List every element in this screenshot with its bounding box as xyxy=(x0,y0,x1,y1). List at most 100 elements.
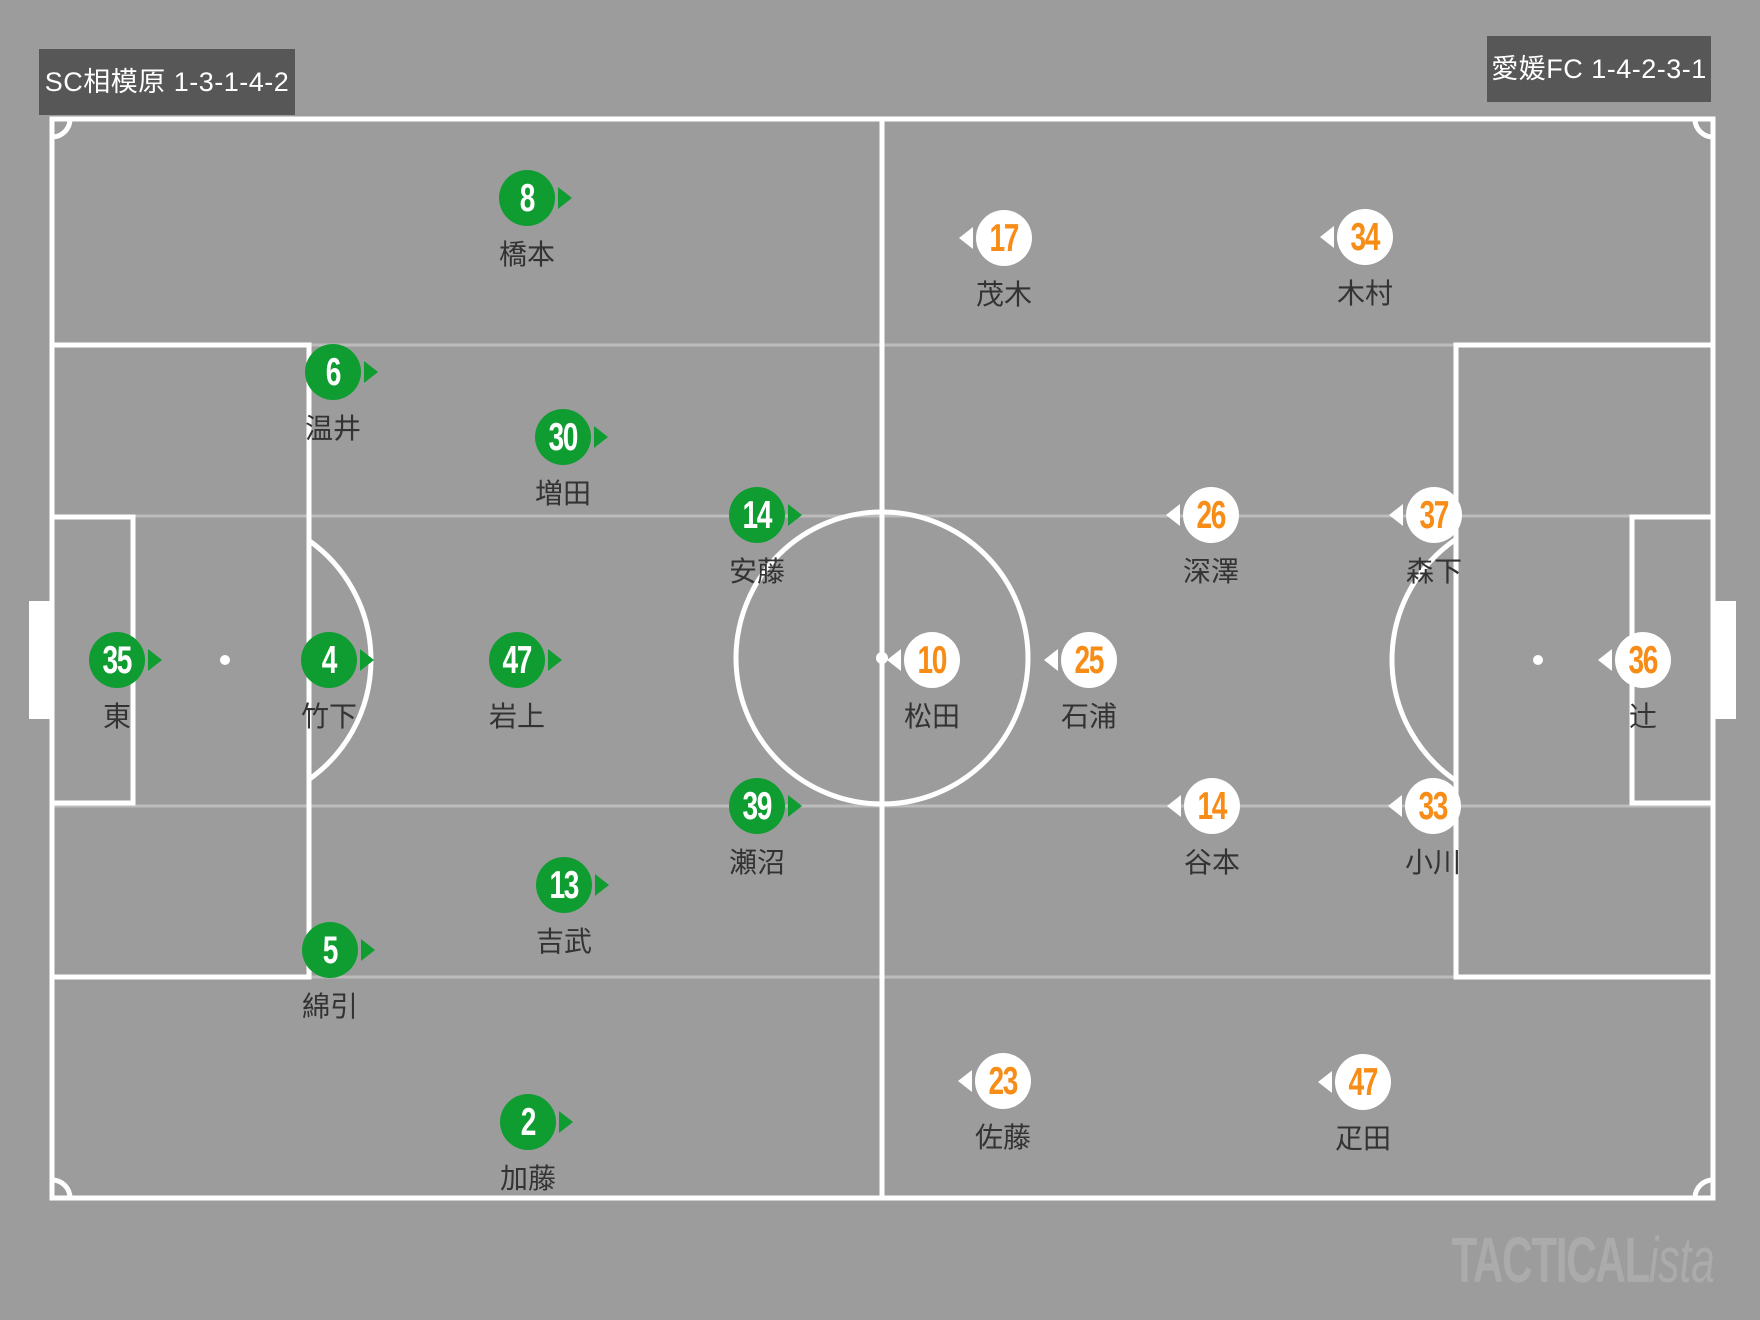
arrow-right-icon xyxy=(548,649,562,671)
arrow-left-icon xyxy=(1044,649,1058,671)
corner-arc-top-left xyxy=(51,118,73,140)
player-name: 茂木 xyxy=(975,279,1033,310)
player-marker-home-13[interactable]: 13 xyxy=(536,857,609,913)
player-name: 石浦 xyxy=(1060,701,1118,732)
player-name: 加藤 xyxy=(499,1163,557,1194)
player-name: 佐藤 xyxy=(974,1122,1032,1153)
player-marker-home-14[interactable]: 14 xyxy=(729,487,802,543)
arrow-left-icon xyxy=(1598,649,1612,671)
player-number: 17 xyxy=(989,216,1020,260)
arrow-left-icon xyxy=(1320,226,1334,248)
player-name: 安藤 xyxy=(728,556,786,587)
watermark-italic: ista xyxy=(1649,1224,1715,1296)
player-marker-home-39[interactable]: 39 xyxy=(729,778,802,834)
arrow-left-icon xyxy=(958,1070,972,1092)
player-marker-away-17[interactable]: 17 xyxy=(959,210,1032,266)
player-name: 松田 xyxy=(903,701,961,732)
player-number: 13 xyxy=(549,863,580,907)
player-name: 谷本 xyxy=(1183,847,1241,878)
player-marker-home-47[interactable]: 47 xyxy=(489,632,562,688)
player-marker-home-8[interactable]: 8 xyxy=(499,170,572,226)
player-marker-away-26[interactable]: 26 xyxy=(1166,487,1239,543)
arrow-left-icon xyxy=(1318,1071,1332,1093)
arrow-left-icon xyxy=(887,649,901,671)
player-marker-home-4[interactable]: 4 xyxy=(301,632,374,688)
arrow-left-icon xyxy=(959,227,973,249)
player-name: 温井 xyxy=(304,413,362,444)
goal-left xyxy=(29,601,52,719)
player-number: 23 xyxy=(988,1059,1019,1103)
arrow-right-icon xyxy=(360,649,374,671)
player-name: 木村 xyxy=(1336,278,1394,309)
player-number: 47 xyxy=(502,638,533,682)
player-name: 瀬沼 xyxy=(728,847,786,878)
player-number: 14 xyxy=(742,493,773,537)
player-name: 森下 xyxy=(1405,556,1463,587)
arrow-left-icon xyxy=(1167,795,1181,817)
player-marker-home-35[interactable]: 35 xyxy=(89,632,162,688)
player-name: 吉武 xyxy=(535,926,593,957)
player-number: 33 xyxy=(1418,784,1449,828)
player-number: 26 xyxy=(1196,493,1227,537)
player-marker-home-6[interactable]: 6 xyxy=(305,344,378,400)
player-number: 36 xyxy=(1628,638,1659,682)
player-number: 34 xyxy=(1350,215,1381,259)
player-marker-away-25[interactable]: 25 xyxy=(1044,632,1117,688)
watermark-bold: TACTICAL xyxy=(1451,1224,1651,1296)
player-number: 6 xyxy=(325,350,342,394)
arrow-left-icon xyxy=(1389,504,1403,526)
goal-right xyxy=(1713,601,1736,719)
player-name: 疋田 xyxy=(1334,1123,1392,1154)
player-number: 35 xyxy=(102,638,133,682)
pitch-spots xyxy=(220,652,1543,665)
player-name: 深澤 xyxy=(1182,556,1240,587)
player-marker-home-30[interactable]: 30 xyxy=(535,409,608,465)
player-number: 2 xyxy=(520,1100,537,1144)
player-marker-away-10[interactable]: 10 xyxy=(887,632,960,688)
player-marker-home-5[interactable]: 5 xyxy=(302,922,375,978)
player-number: 5 xyxy=(322,928,339,972)
player-marker-home-2[interactable]: 2 xyxy=(500,1094,573,1150)
team-label-home[interactable]: SC相模原 1-3-1-4-2 xyxy=(39,49,295,115)
arrow-left-icon xyxy=(1166,504,1180,526)
player-name: 辻 xyxy=(1628,701,1658,732)
player-number: 25 xyxy=(1074,638,1105,682)
player-marker-away-37[interactable]: 37 xyxy=(1389,487,1462,543)
player-number: 30 xyxy=(548,415,579,459)
arrow-right-icon xyxy=(558,187,572,209)
penalty-spot-left xyxy=(220,655,230,665)
arrow-right-icon xyxy=(559,1111,573,1133)
player-name: 綿引 xyxy=(301,991,359,1022)
player-name: 小川 xyxy=(1404,847,1462,878)
player-number: 10 xyxy=(917,638,948,682)
player-marker-away-34[interactable]: 34 xyxy=(1320,209,1393,265)
corner-arc-top-right xyxy=(1692,118,1714,140)
arrow-right-icon xyxy=(594,426,608,448)
player-marker-away-33[interactable]: 33 xyxy=(1388,778,1461,834)
team-label-away[interactable]: 愛媛FC 1-4-2-3-1 xyxy=(1487,36,1711,102)
player-name: 岩上 xyxy=(488,701,546,732)
corner-arc-bottom-right xyxy=(1692,1177,1714,1199)
player-number: 39 xyxy=(742,784,773,828)
arrow-right-icon xyxy=(788,795,802,817)
player-number: 14 xyxy=(1197,784,1228,828)
player-marker-away-14[interactable]: 14 xyxy=(1167,778,1240,834)
center-spot xyxy=(876,652,888,664)
watermark: TACTICALista xyxy=(1452,1228,1715,1292)
player-number: 4 xyxy=(321,638,338,682)
player-number: 8 xyxy=(519,176,536,220)
player-marker-away-36[interactable]: 36 xyxy=(1598,632,1671,688)
player-marker-away-23[interactable]: 23 xyxy=(958,1053,1031,1109)
player-marker-away-47[interactable]: 47 xyxy=(1318,1054,1391,1110)
player-number: 37 xyxy=(1419,493,1450,537)
player-name: 竹下 xyxy=(300,701,358,732)
player-name: 東 xyxy=(102,701,132,732)
arrow-right-icon xyxy=(361,939,375,961)
arrow-right-icon xyxy=(788,504,802,526)
arrow-right-icon xyxy=(595,874,609,896)
player-name: 橋本 xyxy=(498,239,556,270)
center-circle xyxy=(733,509,1031,807)
